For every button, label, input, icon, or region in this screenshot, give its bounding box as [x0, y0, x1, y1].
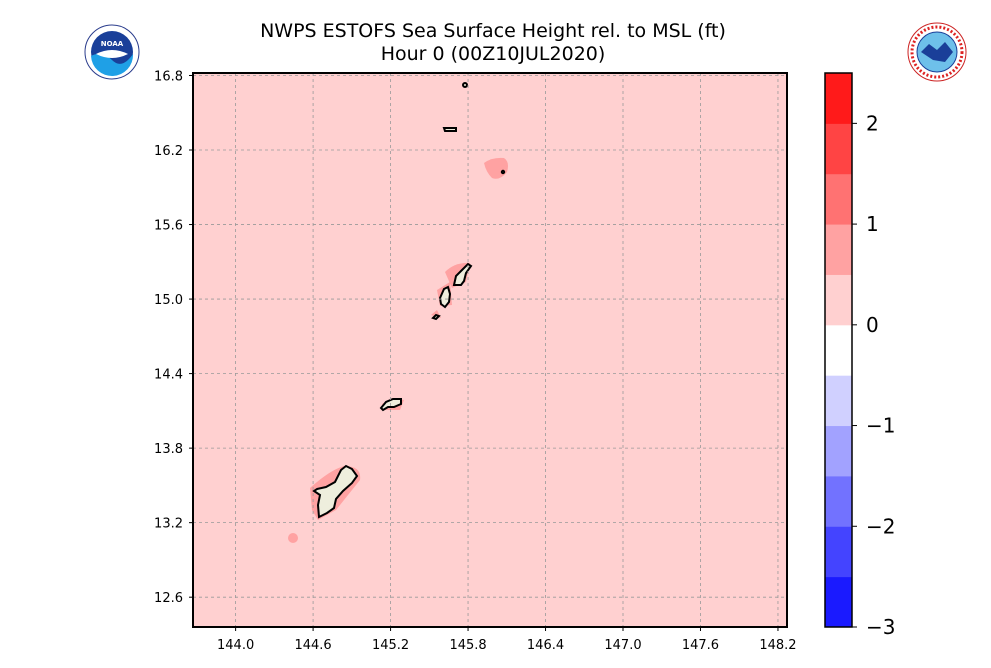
- noaa-logo: NOAA: [84, 24, 140, 80]
- colorbar-segment: [825, 73, 852, 124]
- island-tinian: [438, 285, 452, 309]
- island-rota: [379, 398, 402, 412]
- colorbar-segment: [825, 173, 852, 225]
- colorbar-segment: [825, 375, 852, 427]
- y-tick-label: 16.8: [154, 69, 183, 84]
- island-farallon: [500, 169, 506, 175]
- y-tick-label: 15.6: [154, 219, 183, 234]
- x-tick-label: 144.6: [294, 638, 331, 653]
- x-tick-label: 144.0: [217, 638, 254, 653]
- y-tick-label: 16.2: [154, 144, 183, 159]
- x-tick-label: 145.2: [372, 638, 409, 653]
- colorbar-tick-label: 1: [866, 212, 879, 236]
- y-tick-label: 13.2: [154, 517, 183, 532]
- colorbar-segment: [825, 274, 852, 326]
- plot-frame: [192, 72, 788, 628]
- colorbar-segment: [825, 123, 852, 175]
- x-tick-label: 145.8: [449, 638, 486, 653]
- colorbar-segment: [825, 224, 852, 275]
- island-north: [462, 82, 468, 88]
- x-tick-label: 148.2: [759, 638, 796, 653]
- colorbar-segment: [825, 425, 852, 477]
- colorbar-segment: [825, 576, 852, 628]
- svg-text:NOAA: NOAA: [101, 40, 124, 48]
- sea-surface-background: [193, 73, 787, 627]
- island-guam: [312, 464, 359, 519]
- x-tick-label: 146.4: [527, 638, 564, 653]
- colorbar-tick-label: −1: [866, 414, 895, 438]
- y-tick-label: 13.8: [154, 442, 183, 457]
- chart-subtitle: Hour 0 (00Z10JUL2020): [380, 43, 606, 65]
- island-anatahan: [442, 127, 457, 132]
- x-tick-label: 147.6: [682, 638, 719, 653]
- colorbar-tick-label: 2: [866, 111, 879, 135]
- land: [312, 82, 506, 519]
- colorbar-tick-label: 0: [866, 313, 879, 337]
- colorbar-segment: [825, 475, 852, 527]
- colorbar-tick-label: −3: [866, 615, 895, 639]
- nws-logo: [907, 22, 967, 82]
- chart-title: NWPS ESTOFS Sea Surface Height rel. to M…: [260, 20, 726, 42]
- island-aguijan: [431, 313, 441, 321]
- colorbar-segment: [825, 526, 852, 578]
- island-saipan: [452, 262, 473, 286]
- x-tick-label: 147.0: [604, 638, 641, 653]
- y-tick-label: 12.6: [154, 591, 183, 606]
- colorbar-frame: [824, 72, 853, 628]
- colorbar-tick-label: −2: [866, 514, 895, 538]
- colorbar-segment: [825, 324, 852, 376]
- y-tick-label: 15.0: [154, 293, 183, 308]
- y-tick-label: 14.4: [154, 368, 183, 383]
